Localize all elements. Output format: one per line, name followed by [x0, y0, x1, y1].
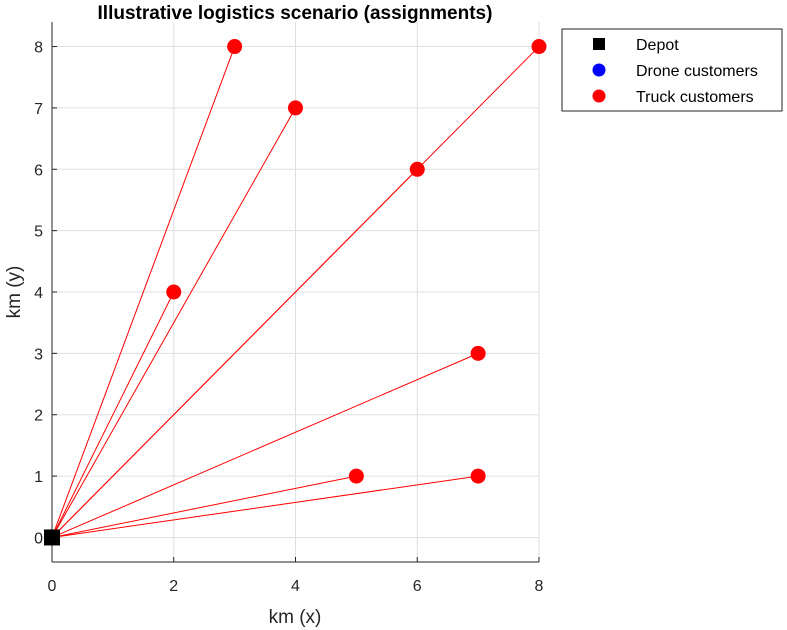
- depot-marker: [44, 529, 60, 545]
- x-tick-label: 8: [535, 578, 544, 595]
- legend-label: Drone customers: [636, 63, 758, 80]
- y-tick-label: 8: [34, 40, 43, 57]
- y-tick-labels: 0 1 2 3 4 5 6 7 8: [34, 40, 43, 548]
- legend-label: Depot: [636, 37, 679, 54]
- legend-marker-circle: [593, 90, 606, 103]
- legend-label: Truck customers: [636, 89, 754, 106]
- customer-point: [532, 39, 547, 54]
- customer-point: [166, 285, 181, 300]
- x-tick-labels: 0 2 4 6 8: [48, 578, 544, 595]
- y-tick-label: 3: [34, 346, 43, 363]
- x-tick-label: 0: [48, 578, 57, 595]
- y-tick-label: 1: [34, 469, 43, 486]
- y-tick-label: 7: [34, 101, 43, 118]
- legend: Depot Drone customers Truck customers: [562, 29, 782, 111]
- customer-point: [471, 346, 486, 361]
- customer-point: [471, 469, 486, 484]
- y-tick-label: 5: [34, 224, 43, 241]
- legend-marker-circle: [593, 64, 606, 77]
- legend-marker-square: [593, 38, 605, 50]
- x-tick-label: 6: [413, 578, 422, 595]
- customer-point: [410, 162, 425, 177]
- x-tick-label: 4: [291, 578, 300, 595]
- customer-point: [349, 469, 364, 484]
- y-tick-label: 4: [34, 285, 43, 302]
- customer-point: [227, 39, 242, 54]
- chart-title: Illustrative logistics scenario (assignm…: [98, 3, 493, 24]
- customer-point: [288, 100, 303, 115]
- y-tick-label: 0: [34, 530, 43, 547]
- x-axis-label: km (x): [269, 607, 322, 628]
- y-tick-label: 2: [34, 408, 43, 425]
- y-axis-label: km (y): [4, 266, 25, 319]
- y-tick-label: 6: [34, 162, 43, 179]
- x-tick-label: 2: [169, 578, 178, 595]
